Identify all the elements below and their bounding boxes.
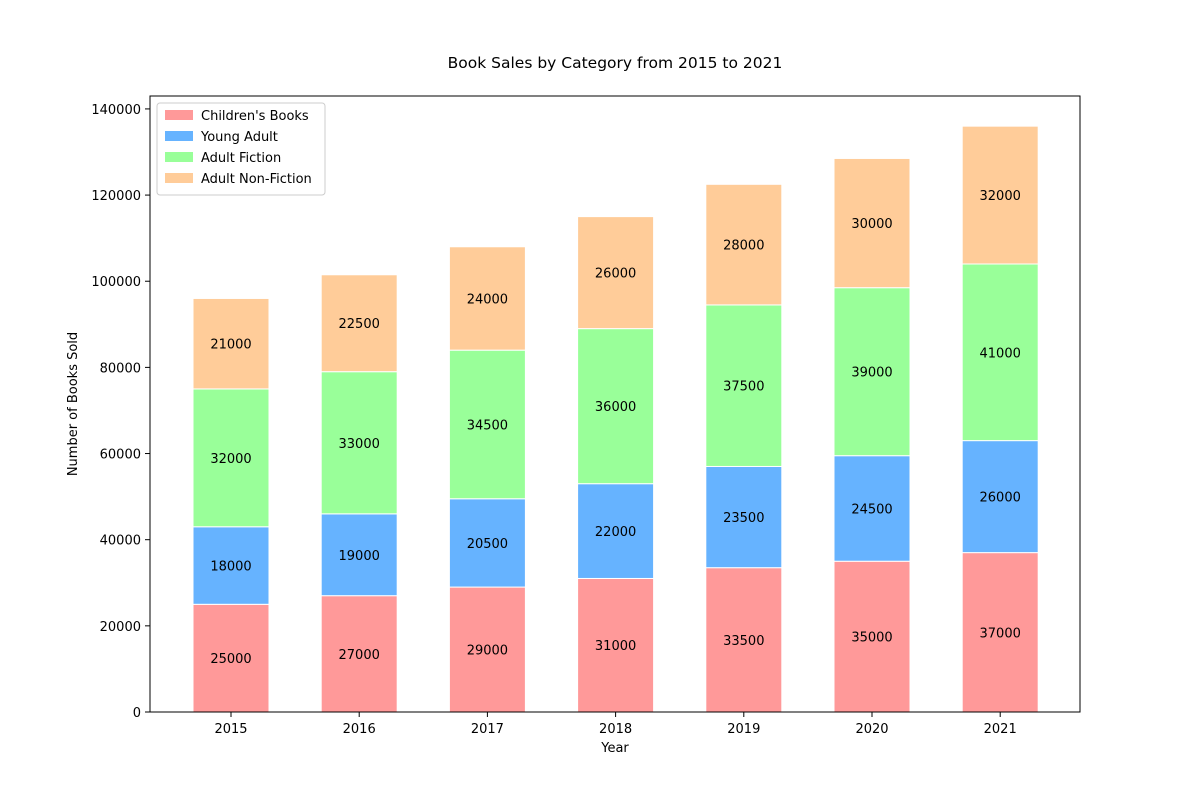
x-tick-label: 2021: [984, 722, 1017, 737]
x-tick-label: 2016: [343, 722, 376, 737]
bar-segment: [833, 560, 911, 713]
bar-value-label: 33500: [723, 634, 764, 649]
bar-value-label: 31000: [595, 639, 636, 654]
legend-label: Adult Non-Fiction: [201, 172, 312, 187]
legend-label: Young Adult: [200, 130, 278, 145]
legend-swatch: [165, 152, 193, 162]
y-tick-label: 40000: [100, 534, 141, 549]
bar-segment: [961, 263, 1039, 442]
x-axis: 2015 2016 2017 2018 2019 2020 2021: [214, 712, 1017, 737]
bar-value-label: 24000: [467, 292, 508, 307]
x-axis-label: Year: [600, 741, 629, 756]
legend-swatch: [165, 110, 193, 120]
bar-segment: [448, 498, 526, 588]
bar-value-label: 22000: [595, 525, 636, 540]
bar-segment: [577, 577, 655, 713]
bar-segment: [192, 297, 270, 390]
bar-value-label: 30000: [851, 217, 892, 232]
legend-box: [156, 102, 326, 196]
y-tick-label: 20000: [100, 620, 141, 635]
bar-value-label: 32000: [980, 189, 1021, 204]
bar-segment: [833, 287, 911, 457]
x-tick-label: 2020: [855, 722, 888, 737]
bar-value-label: 37000: [980, 626, 1021, 641]
bar-segment: [320, 274, 398, 373]
bar-segment: [448, 349, 526, 500]
bar-segment: [448, 246, 526, 351]
bar-value-label: 18000: [210, 560, 251, 575]
bar-segment: [192, 388, 270, 528]
bar-value-label: 26000: [595, 267, 636, 282]
y-axis: 0 20000 40000 60000 80000 100000 120000 140000: [91, 103, 150, 721]
bar-value-label: 35000: [851, 631, 892, 646]
bar-segment: [705, 567, 783, 713]
legend-label: Adult Fiction: [201, 151, 281, 166]
legend-label: Children's Books: [201, 109, 309, 124]
bar-segment: [577, 483, 655, 579]
bar-value-label: 20500: [467, 537, 508, 552]
bar-value-label: 22500: [339, 317, 380, 332]
bar-value-label: 19000: [339, 549, 380, 564]
bar-value-label: 39000: [851, 366, 892, 381]
bar-segment: [320, 595, 398, 713]
x-tick-label: 2017: [471, 722, 504, 737]
bar-segment: [577, 216, 655, 330]
y-tick-label: 100000: [91, 275, 141, 290]
y-axis-label: Number of Books Sold: [66, 332, 81, 476]
bar-value-label: 23500: [723, 511, 764, 526]
bar-value-label: 33000: [339, 437, 380, 452]
bar-value-label: 32000: [210, 452, 251, 467]
y-tick-label: 140000: [91, 103, 141, 118]
y-tick-label: 0: [133, 706, 141, 721]
bar-value-label: 28000: [723, 239, 764, 254]
bar-segment: [320, 371, 398, 515]
bar-value-label: 21000: [210, 338, 251, 353]
bar-segment: [320, 513, 398, 597]
bar-value-label: 27000: [339, 648, 380, 663]
x-tick-label: 2018: [599, 722, 632, 737]
bar-value-label: 34500: [467, 418, 508, 433]
bar-value-label: 26000: [980, 491, 1021, 506]
bar-value-label: 29000: [467, 644, 508, 659]
legend: Children's Books Young Adult Adult Fiction…: [156, 102, 326, 196]
bars-layer: [192, 125, 1039, 713]
bar-value-label: 36000: [595, 400, 636, 415]
legend-swatch: [165, 131, 193, 141]
data-labels-layer: 25000 27000 29000 31000 33500 35000 37000 18000…: [210, 189, 1021, 667]
bar-value-label: 37500: [723, 380, 764, 395]
bar-segment: [192, 526, 270, 605]
y-tick-label: 120000: [91, 189, 141, 204]
plot-frame: [149, 95, 1081, 713]
bar-segment: [705, 465, 783, 569]
bar-segment: [705, 304, 783, 467]
bar-segment: [833, 455, 911, 562]
bar-value-label: 24500: [851, 502, 892, 517]
x-tick-label: 2015: [214, 722, 247, 737]
bar-segment: [192, 603, 270, 713]
bar-segment: [705, 183, 783, 306]
bar-segment: [833, 157, 911, 289]
bar-value-label: 41000: [980, 346, 1021, 361]
bar-value-label: 25000: [210, 652, 251, 667]
chart-title: Book Sales by Category from 2015 to 2021: [448, 54, 783, 72]
x-tick-label: 2019: [727, 722, 760, 737]
bar-segment: [961, 125, 1039, 265]
bar-segment: [577, 328, 655, 485]
legend-swatch: [165, 173, 193, 183]
y-tick-label: 60000: [100, 448, 141, 463]
y-tick-label: 80000: [100, 361, 141, 376]
